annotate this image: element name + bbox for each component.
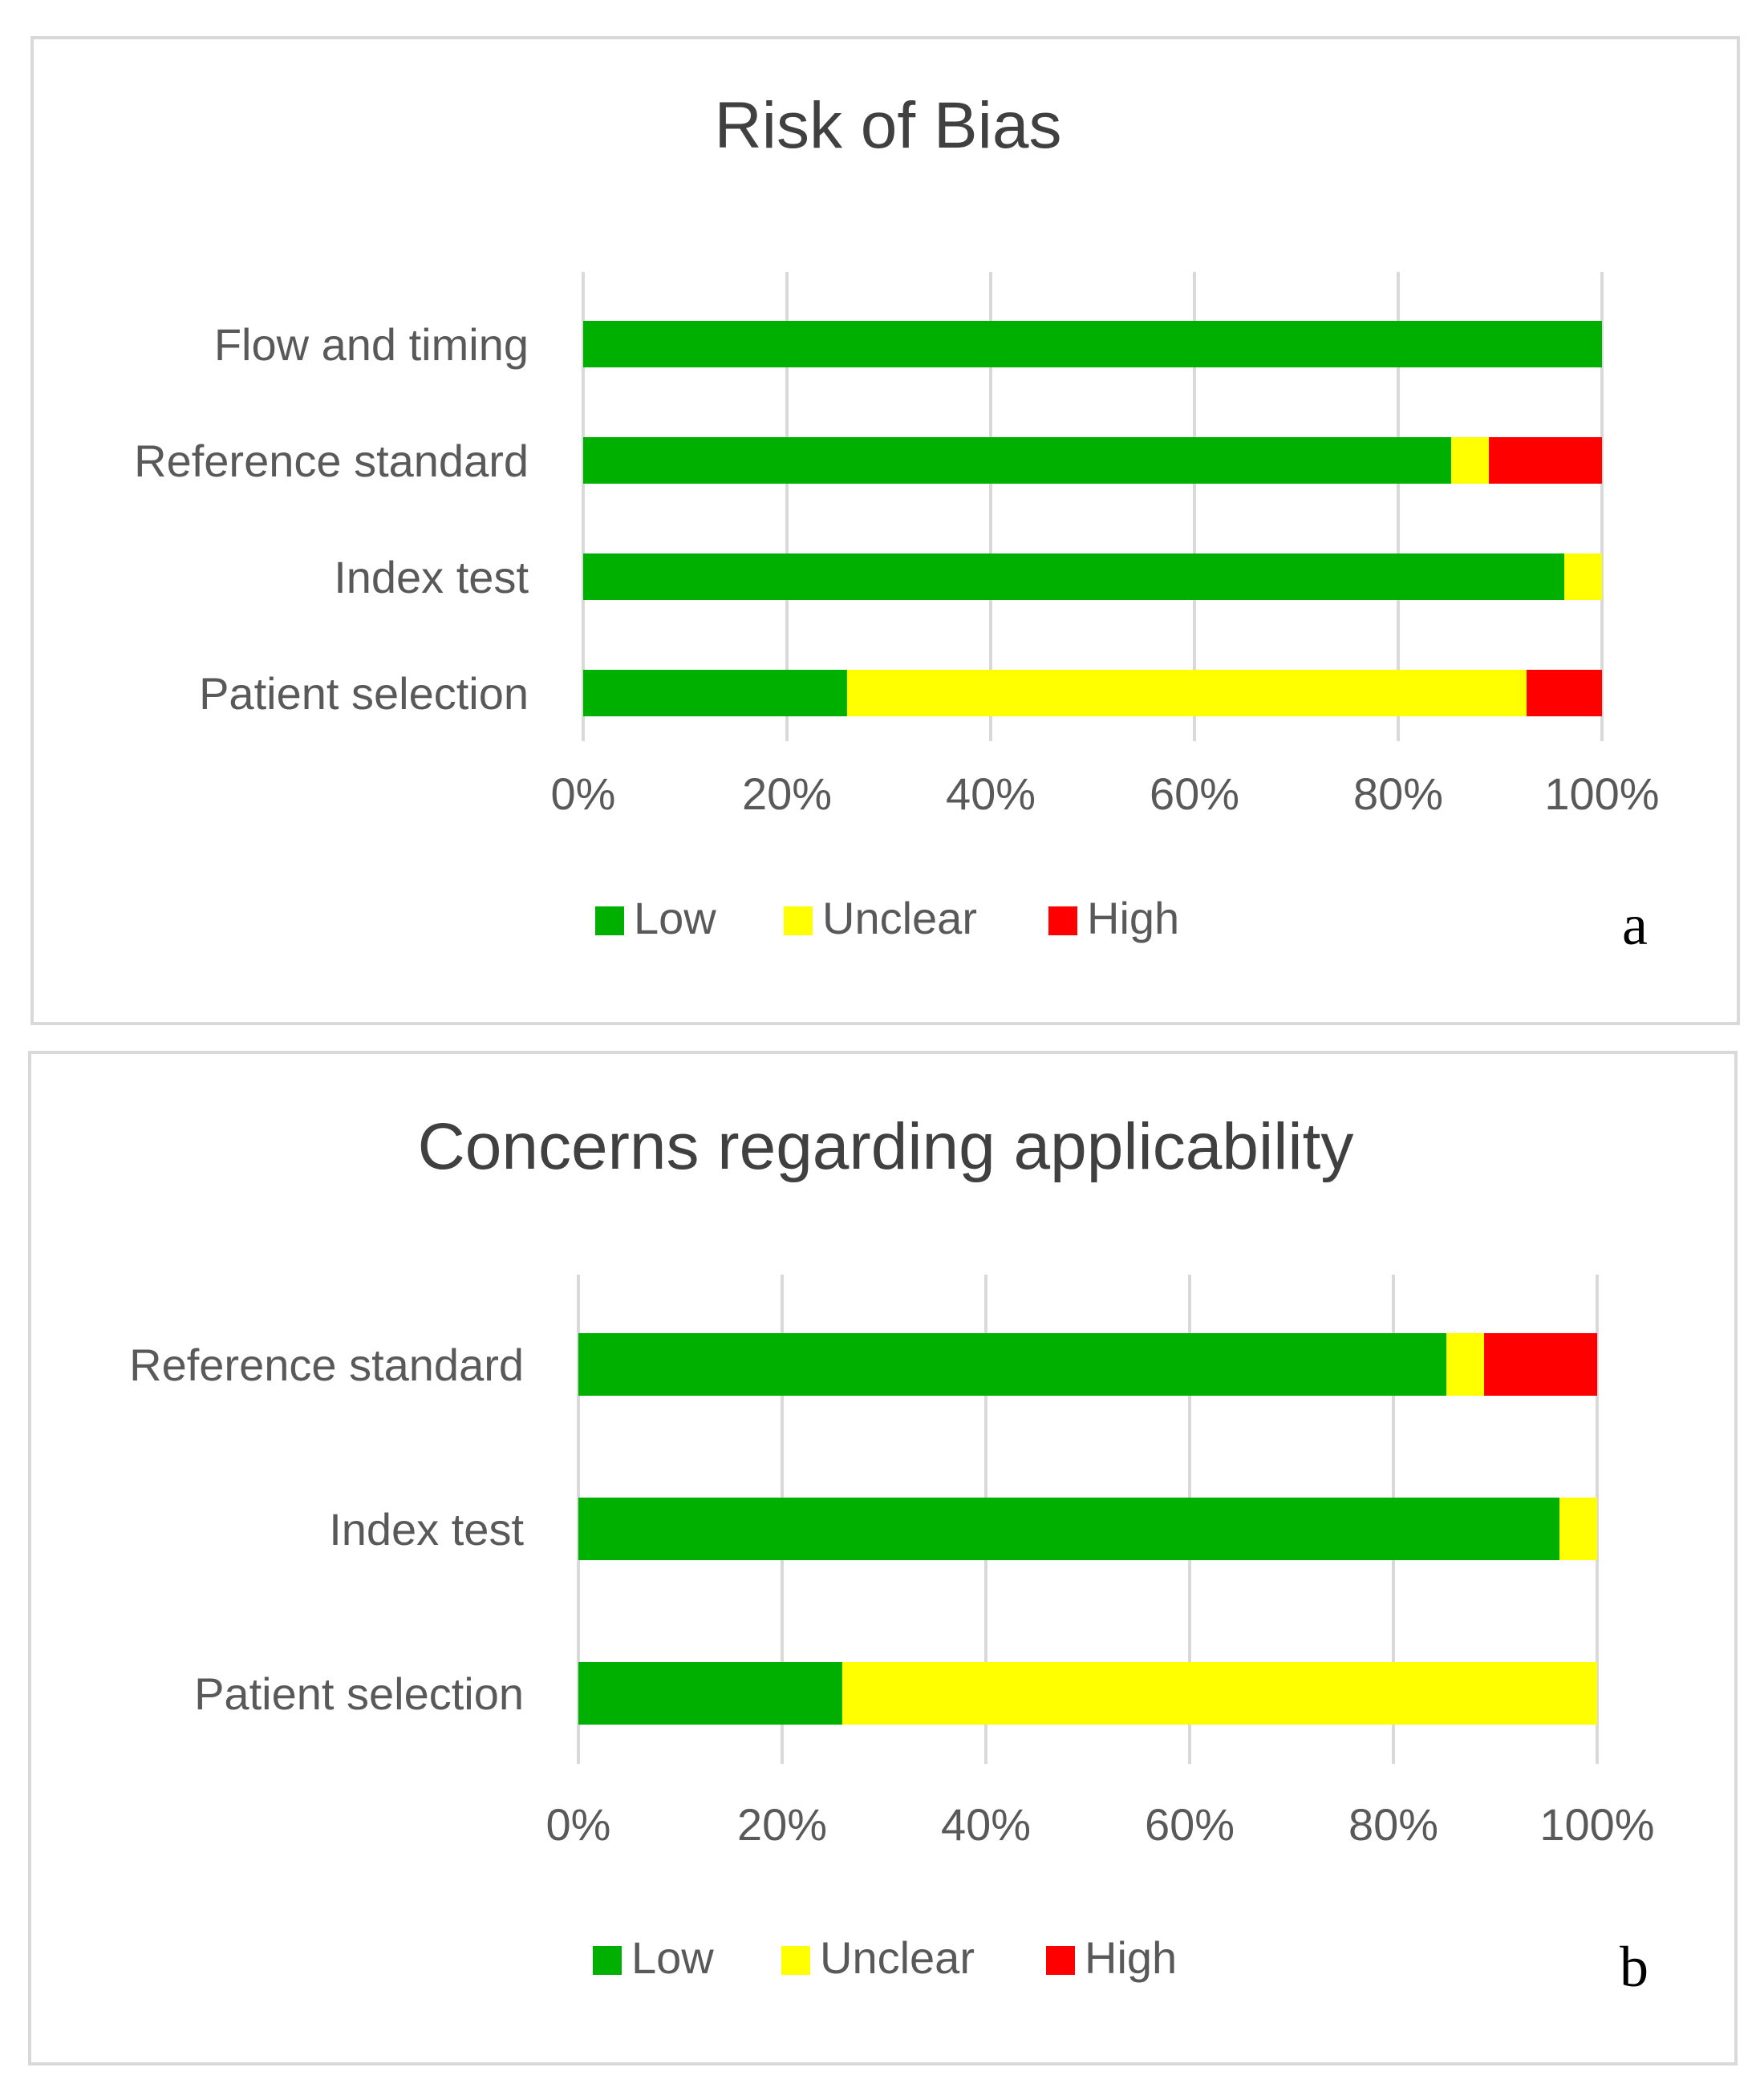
category-label: Index test xyxy=(334,552,529,602)
bar-unclear-reference-standard xyxy=(1451,437,1490,484)
risk-of-bias-panel: Risk of Bias 0% 20% 40% 60% 80% 100% Flow and t… xyxy=(30,36,1740,1025)
bar-high-patient-selection xyxy=(1527,670,1602,716)
x-tick-label: 20% xyxy=(742,768,832,819)
bar-unclear-patient-selection xyxy=(846,670,1527,716)
legend-swatch-low xyxy=(595,906,624,935)
bar-unclear-patient-selection xyxy=(841,1662,1597,1725)
x-tick-label: 40% xyxy=(941,1799,1031,1850)
bar-low-patient-selection xyxy=(583,670,847,716)
bar-high-reference-standard xyxy=(1484,1333,1597,1396)
applicability-panel: Concerns regarding applicability 0% 20% 40%… xyxy=(28,1051,1738,2066)
legend-label-low: Low xyxy=(631,1932,714,1983)
legend-label-high: High xyxy=(1087,893,1179,943)
bar-low-index-test xyxy=(578,1498,1560,1560)
bar-low-reference-standard xyxy=(578,1333,1447,1396)
legend-swatch-low xyxy=(593,1946,622,1975)
bar-high-reference-standard xyxy=(1489,437,1602,484)
x-tick-label: 40% xyxy=(946,768,1036,819)
x-tick-label: 80% xyxy=(1348,1799,1438,1850)
category-label: Reference standard xyxy=(134,436,529,486)
legend-label-unclear: Unclear xyxy=(822,893,977,943)
bar-unclear-reference-standard xyxy=(1446,1333,1485,1396)
category-label: Patient selection xyxy=(194,1668,524,1719)
panel-label: b xyxy=(1620,1935,1648,1999)
risk-of-bias-chart: Risk of Bias 0% 20% 40% 60% 80% 100% Flow and t… xyxy=(134,89,1659,957)
panel-label: a xyxy=(1622,893,1648,957)
legend-swatch-unclear xyxy=(784,906,813,935)
category-label: Flow and timing xyxy=(214,319,529,370)
chart-title: Concerns regarding applicability xyxy=(418,1110,1354,1183)
bar-low-reference-standard xyxy=(583,437,1452,484)
bar-unclear-index-test xyxy=(1559,1498,1597,1560)
applicability-chart: Concerns regarding applicability 0% 20% 40%… xyxy=(129,1110,1654,1999)
x-tick-label: 60% xyxy=(1145,1799,1235,1850)
category-label: Reference standard xyxy=(129,1340,524,1390)
legend-swatch-high xyxy=(1046,1946,1075,1975)
category-label: Patient selection xyxy=(199,668,529,719)
category-label: Index test xyxy=(329,1504,524,1555)
bar-unclear-index-test xyxy=(1564,553,1602,600)
bar-low-patient-selection xyxy=(578,1662,842,1725)
x-tick-label: 60% xyxy=(1150,768,1239,819)
legend-swatch-unclear xyxy=(781,1946,810,1975)
chart-title: Risk of Bias xyxy=(715,89,1062,162)
legend-label-high: High xyxy=(1085,1932,1177,1983)
x-tick-label: 0% xyxy=(551,768,616,819)
x-tick-label: 100% xyxy=(1539,1799,1654,1850)
legend-label-unclear: Unclear xyxy=(820,1932,975,1983)
legend-swatch-high xyxy=(1048,906,1077,935)
bar-low-index-test xyxy=(583,553,1565,600)
x-tick-label: 0% xyxy=(546,1799,611,1850)
x-tick-label: 100% xyxy=(1544,768,1659,819)
x-tick-label: 20% xyxy=(737,1799,827,1850)
legend-label-low: Low xyxy=(634,893,716,943)
x-tick-label: 80% xyxy=(1353,768,1443,819)
bar-low-flow-and-timing xyxy=(583,321,1602,367)
